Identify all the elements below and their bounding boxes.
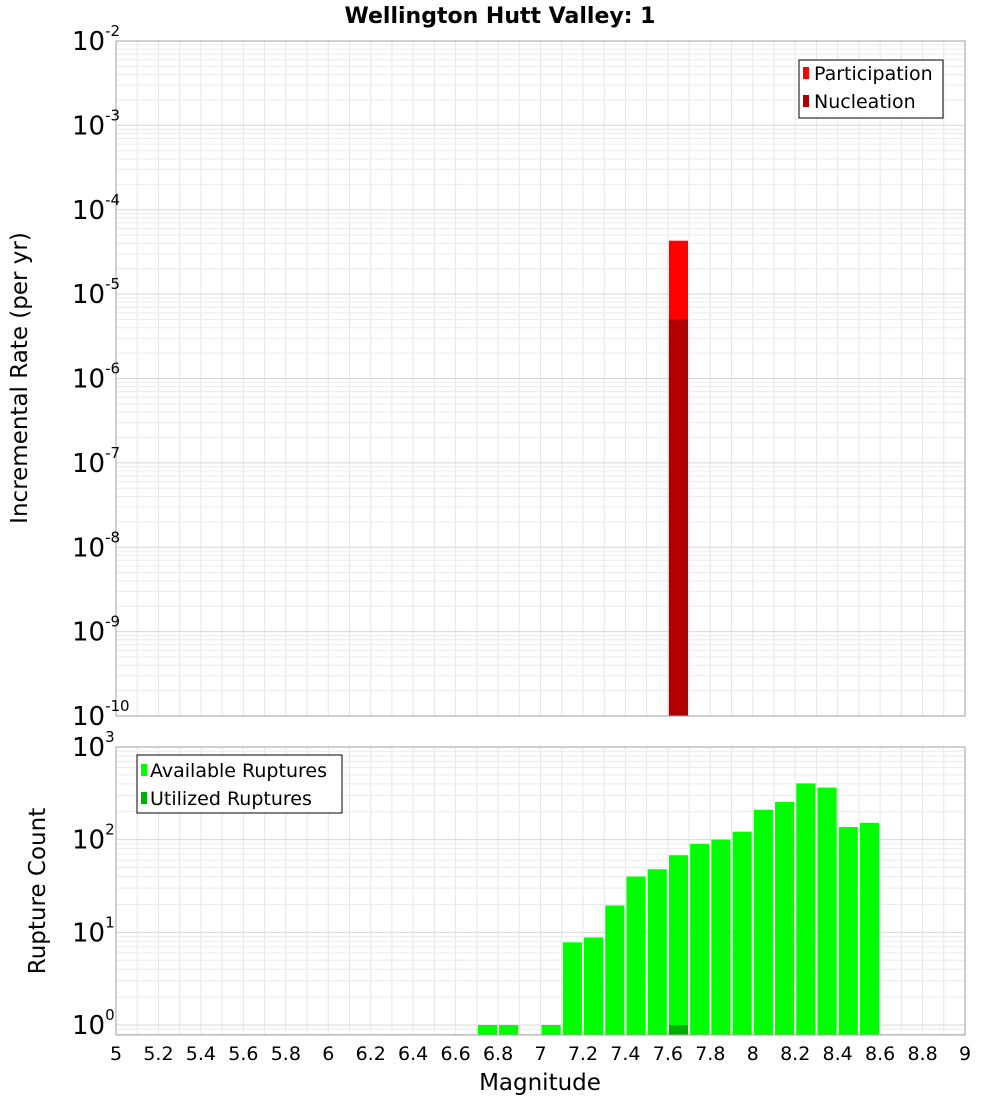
top-bars bbox=[668, 240, 689, 717]
x-tick-label: 5.2 bbox=[143, 1043, 173, 1065]
y-tick-label: 10-10 bbox=[72, 697, 130, 732]
x-tick-label: 8.8 bbox=[907, 1043, 937, 1065]
y-tick-label: 101 bbox=[72, 913, 115, 948]
top-grid bbox=[115, 40, 966, 717]
available-ruptures-bar bbox=[732, 831, 752, 1035]
y-tick-label: 10-3 bbox=[72, 106, 120, 141]
available-ruptures-bar bbox=[626, 876, 646, 1035]
bottom-bars bbox=[477, 783, 880, 1035]
bottom-y-ticks: 100 101 102 103 bbox=[72, 728, 115, 1041]
available-ruptures-bar bbox=[562, 942, 582, 1035]
x-tick-label: 6.2 bbox=[356, 1043, 386, 1065]
y-tick-label: 10-8 bbox=[72, 528, 120, 563]
top-legend-box bbox=[798, 59, 944, 119]
available-ruptures-bar bbox=[753, 809, 773, 1035]
available-ruptures-bar bbox=[838, 826, 858, 1035]
chart-title: Wellington Hutt Valley: 1 bbox=[345, 4, 656, 29]
bottom-x-ticks: 5 5.2 5.4 5.6 5.8 6 6.2 6.4 6.6 6.8 7 7.2 7.4 7.6 7.8 8… bbox=[110, 1043, 971, 1065]
y-tick-label: 10-9 bbox=[72, 613, 120, 648]
nucleation-legend-swatch bbox=[803, 95, 809, 107]
available-ruptures-bar bbox=[859, 822, 880, 1035]
available-ruptures-bar bbox=[711, 839, 731, 1035]
utilized-ruptures-legend-label: Utilized Ruptures bbox=[150, 788, 312, 810]
y-tick-label: 102 bbox=[72, 821, 115, 856]
top-legend: Participation Nucleation bbox=[798, 59, 944, 119]
bottom-legend: Available Ruptures Utilized Ruptures bbox=[136, 754, 343, 814]
x-tick-label: 7 bbox=[534, 1043, 546, 1065]
available-ruptures-bar bbox=[817, 787, 837, 1035]
available-ruptures-legend-swatch bbox=[141, 764, 147, 776]
x-tick-label: 6 bbox=[322, 1043, 334, 1065]
bottom-plot-border bbox=[115, 746, 966, 1036]
x-tick-label: 5.4 bbox=[186, 1043, 216, 1065]
y-tick-label: 10-4 bbox=[72, 191, 120, 226]
x-tick-label: 8 bbox=[747, 1043, 759, 1065]
x-tick-label: 5 bbox=[110, 1043, 122, 1065]
x-tick-label: 5.6 bbox=[228, 1043, 258, 1065]
utilized-ruptures-legend-swatch bbox=[141, 792, 147, 804]
x-tick-label: 9 bbox=[959, 1043, 971, 1065]
nucleation-bar bbox=[668, 319, 689, 716]
x-tick-label: 8.6 bbox=[865, 1043, 895, 1065]
x-tick-label: 6.4 bbox=[398, 1043, 428, 1065]
top-y-axis-label: Incremental Rate (per yr) bbox=[7, 232, 33, 524]
bottom-y-axis-label: Rupture Count bbox=[25, 808, 51, 974]
y-tick-label: 10-5 bbox=[72, 275, 120, 310]
x-tick-label: 7.8 bbox=[695, 1043, 725, 1065]
x-tick-label: 6.8 bbox=[483, 1043, 513, 1065]
available-ruptures-bar bbox=[775, 801, 795, 1035]
available-ruptures-bar bbox=[499, 1025, 519, 1035]
available-ruptures-legend-label: Available Ruptures bbox=[150, 760, 327, 782]
x-tick-label: 7.6 bbox=[653, 1043, 683, 1065]
available-ruptures-bar bbox=[796, 783, 816, 1035]
bottom-legend-box bbox=[136, 754, 343, 814]
top-y-ticks: 10-10 10-9 10-8 10-7 10-6 10-5 10-4 10-3 10-2 bbox=[72, 22, 130, 732]
available-ruptures-bar bbox=[668, 855, 689, 1035]
available-ruptures-bar bbox=[647, 869, 667, 1035]
x-tick-label: 5.8 bbox=[271, 1043, 301, 1065]
nucleation-legend-label: Nucleation bbox=[814, 91, 916, 113]
x-tick-label: 6.6 bbox=[440, 1043, 470, 1065]
y-tick-label: 103 bbox=[72, 728, 115, 763]
y-tick-label: 10-6 bbox=[72, 360, 120, 395]
available-ruptures-bar bbox=[690, 843, 710, 1035]
top-plot-border bbox=[115, 40, 966, 717]
available-ruptures-bar bbox=[541, 1025, 561, 1035]
x-tick-label: 7.2 bbox=[568, 1043, 598, 1065]
available-ruptures-bar bbox=[477, 1025, 497, 1035]
x-tick-label: 7.4 bbox=[610, 1043, 640, 1065]
utilized-ruptures-bar bbox=[668, 1025, 689, 1035]
available-ruptures-bar bbox=[584, 937, 604, 1035]
x-tick-label: 8.4 bbox=[823, 1043, 853, 1065]
y-tick-label: 10-7 bbox=[72, 444, 120, 479]
x-axis-label: Magnitude bbox=[479, 1070, 601, 1096]
available-ruptures-bar bbox=[605, 905, 625, 1035]
y-tick-label: 100 bbox=[72, 1006, 115, 1041]
y-tick-label: 10-2 bbox=[72, 22, 120, 57]
participation-legend-label: Participation bbox=[814, 63, 933, 85]
participation-legend-swatch bbox=[803, 67, 809, 79]
x-tick-label: 8.2 bbox=[780, 1043, 810, 1065]
